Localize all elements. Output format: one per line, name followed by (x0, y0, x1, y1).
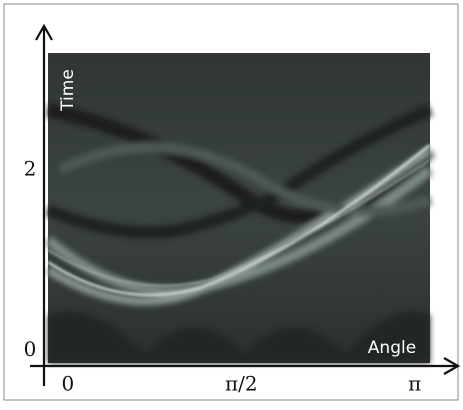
sinogram (44, 53, 435, 363)
x-tick-label: 0 (62, 372, 75, 396)
axes (30, 23, 461, 386)
y-tick-label: 0 (24, 337, 37, 361)
y-axis-label: Time (58, 69, 78, 112)
frame (3, 3, 459, 401)
x-tick-label: π (408, 372, 421, 396)
x-tick-label: π/2 (225, 372, 258, 396)
y-tick-label: 2 (24, 157, 37, 181)
x-axis-label: Angle (368, 338, 416, 358)
